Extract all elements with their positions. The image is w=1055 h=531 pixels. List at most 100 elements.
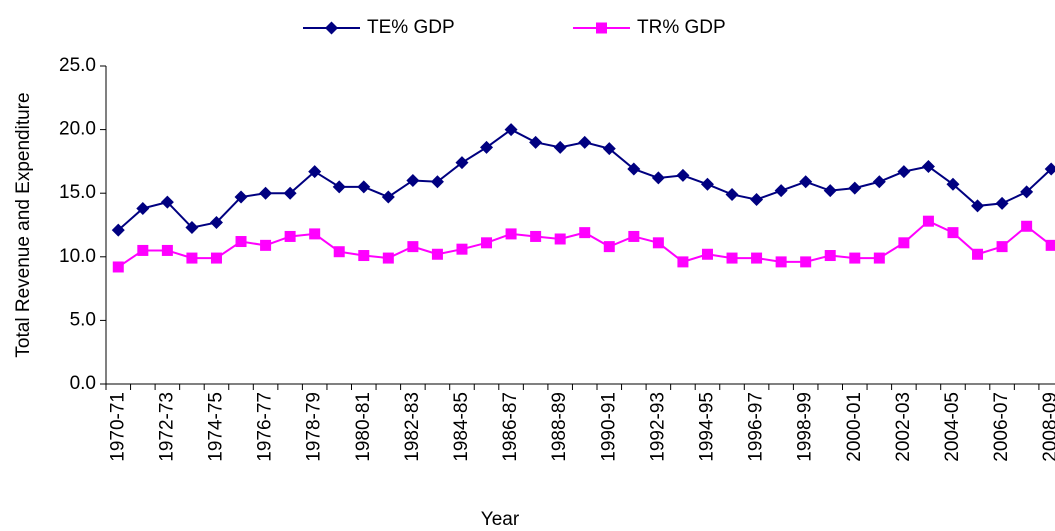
data-point (381, 190, 395, 204)
y-tick-label: 15.0 (59, 182, 96, 203)
data-point (161, 244, 173, 256)
data-point (800, 256, 812, 268)
data-point (799, 175, 813, 189)
data-point (333, 246, 345, 258)
data-point (579, 227, 591, 239)
data-point (823, 184, 837, 198)
data-point (995, 196, 1009, 210)
data-point (750, 193, 764, 207)
data-point (725, 187, 739, 201)
data-point (627, 162, 641, 176)
legend-label: TE% GDP (367, 17, 455, 38)
y-tick-label: 10.0 (59, 246, 96, 267)
data-point (873, 252, 885, 264)
data-point (726, 252, 738, 264)
data-point (700, 177, 714, 191)
data-point (628, 230, 640, 242)
data-point (260, 239, 272, 251)
data-point (209, 215, 223, 229)
x-tick-label: 1994-95 (696, 392, 717, 462)
y-axis-title: Total Revenue and Expenditure (13, 92, 34, 357)
data-point (775, 256, 787, 268)
data-point (111, 223, 125, 237)
data-point (946, 177, 960, 191)
data-point (553, 140, 567, 154)
data-point (578, 135, 592, 149)
x-tick-label: 1980-81 (353, 392, 374, 462)
data-point (1021, 220, 1033, 232)
data-point (529, 135, 543, 149)
data-point (136, 201, 150, 215)
data-point (751, 252, 763, 264)
x-tick-label: 1998-99 (795, 392, 816, 462)
data-point (554, 233, 566, 245)
data-point (971, 199, 985, 213)
data-point (406, 173, 420, 187)
data-point (309, 228, 321, 240)
data-point (996, 241, 1008, 253)
data-point (872, 175, 886, 189)
data-point (947, 227, 959, 239)
data-point (921, 159, 935, 173)
data-point (137, 244, 149, 256)
data-point (407, 241, 419, 253)
x-tick-label: 1992-93 (647, 392, 668, 462)
x-axis-title: Year (481, 509, 520, 530)
data-point (701, 248, 713, 260)
data-point (504, 123, 518, 137)
data-point (456, 243, 468, 255)
data-point (234, 190, 248, 204)
data-point (284, 230, 296, 242)
data-point (530, 230, 542, 242)
y-tick-label: 0.0 (70, 373, 96, 394)
data-point (332, 180, 346, 194)
x-tick-label: 1984-85 (451, 392, 472, 462)
data-point (651, 171, 665, 185)
data-point (652, 237, 664, 249)
data-point (185, 221, 199, 235)
x-tick-label: 1970-71 (107, 392, 128, 462)
x-tick-label: 1976-77 (255, 392, 276, 462)
x-tick-label: 1996-97 (746, 392, 767, 462)
x-tick-label: 2006-07 (991, 392, 1012, 462)
x-tick-label: 1988-89 (549, 392, 570, 462)
x-tick-label: 1974-75 (205, 392, 226, 462)
data-point (1045, 239, 1055, 251)
x-tick-label: 2002-03 (893, 392, 914, 462)
data-point (603, 241, 615, 253)
legend-marker (596, 22, 607, 34)
data-point (676, 168, 690, 182)
data-point (824, 250, 836, 262)
data-point (1020, 185, 1034, 199)
legend-marker (325, 21, 338, 35)
data-point (505, 228, 517, 240)
x-tick-label: 2000-01 (844, 392, 865, 462)
data-point (455, 156, 469, 170)
data-point (235, 236, 247, 248)
x-tick-label: 1972-73 (156, 392, 177, 462)
data-point (481, 237, 493, 249)
data-point (677, 256, 689, 268)
data-point (112, 261, 124, 273)
x-tick-label: 2008-09 (1040, 392, 1055, 462)
data-point (186, 252, 198, 264)
data-point (431, 248, 443, 260)
x-tick-label: 1978-79 (304, 392, 325, 462)
data-point (602, 142, 616, 156)
data-point (848, 181, 862, 195)
data-point (382, 252, 394, 264)
data-point (1044, 162, 1055, 176)
data-point (922, 215, 934, 227)
x-tick-label: 2004-05 (942, 392, 963, 462)
x-tick-label: 1990-91 (598, 392, 619, 462)
data-point (259, 186, 273, 200)
data-point (480, 140, 494, 154)
data-point (358, 250, 370, 262)
data-point (430, 175, 444, 189)
y-tick-label: 25.0 (59, 55, 96, 76)
data-point (283, 186, 297, 200)
data-point (774, 184, 788, 198)
legend-label: TR% GDP (637, 17, 726, 38)
data-point (849, 252, 861, 264)
